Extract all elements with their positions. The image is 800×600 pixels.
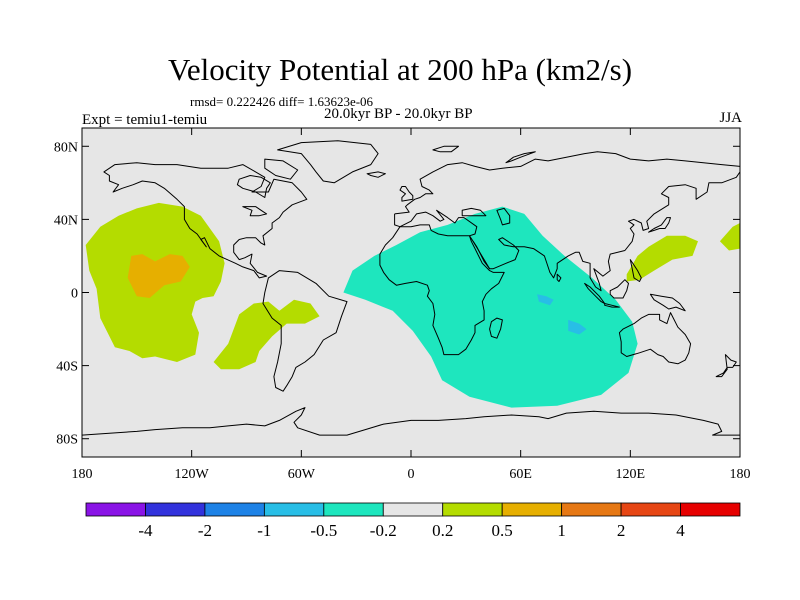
iceland-coast [366,171,386,178]
greenland-coast [277,140,379,184]
new-zealand-coast [715,354,737,378]
japan-coast [648,217,671,233]
season-label: JJA [719,110,742,126]
madagascar-coast [489,317,503,339]
arabia-inner-coast [472,241,490,270]
africa-coast [379,224,505,356]
region-positive-0.5-1-central-pacific [127,254,190,298]
region-negative-1-0.5-north-indian-ocean [537,294,554,306]
period-label: 20.0kyr BP - 20.0kyr BP [324,106,473,122]
borneo-coast [609,279,629,299]
x-tick-label-0: 180 [72,467,93,482]
colorbar-label-9: 4 [676,521,685,540]
y-tick-label-2: 0 [71,287,78,302]
x-tick-label-5: 120E [616,467,646,482]
caspian-sea-coast [496,207,511,226]
colorbar-label-5: 0.2 [432,521,453,540]
y-tick-label-0: 80N [54,140,78,155]
colorbar-label-8: 2 [617,521,626,540]
x-tick-label-6: 180 [730,467,751,482]
philippines-coast [629,259,642,282]
colorbar-box-7 [501,502,563,517]
siberia-north-coast [394,151,741,215]
new-guinea-coast [649,293,686,312]
black-sea-coast [461,207,487,217]
colorbar-label-3: -0.5 [310,521,337,540]
region-negative-1-0.5-south-indian-ocean [568,319,587,335]
sumatra-coast [584,282,606,304]
svalbard-coast [432,145,459,153]
colorbar-box-10 [680,502,741,517]
java-coast [604,303,620,308]
colorbar-box-1 [145,502,206,517]
y-tick-label-3: 40S [56,360,78,375]
colorbar-box-4 [323,502,384,517]
colorbar-box-5 [382,502,444,517]
colorbar-box-9 [620,502,681,517]
baffin-coast [264,158,299,180]
colorbar-box-3 [263,502,325,517]
colorbar-label-2: -1 [257,521,271,540]
region-positive-0.2-0.5-dateline-edge [719,223,740,251]
australia-coast [618,312,692,365]
experiment-label: Expt = temiu1-temiu [82,112,208,128]
colorbar-label-6: 0.5 [492,521,513,540]
colorbar-label-7: 1 [557,521,566,540]
colorbar-box-6 [442,502,503,517]
x-tick-label-1: 120W [175,467,210,482]
region-negative-0.5-0.2-indian-ocean [343,206,638,408]
region-positive-0.2-0.5-south-america [213,299,320,370]
colorbar-box-0 [85,502,146,517]
novaya-zemlya-coast [505,151,536,164]
region-positive-0.2-0.5-west-pacific [626,235,698,282]
y-tick-label-1: 40N [54,213,78,228]
great-lakes-coast [242,206,268,217]
x-tick-label-4: 60E [509,467,532,482]
colorbar-label-4: -0.2 [370,521,397,540]
stats-text: rmsd= 0.222426 diff= 1.63623e-06 [190,94,374,109]
hudson-bay-coast [236,175,271,198]
colorbar-label-0: -4 [138,521,153,540]
colorbar-label-1: -2 [198,521,212,540]
eurasia-coast [394,171,741,292]
chart-title: Velocity Potential at 200 hPa (km2/s) [167,52,633,87]
x-tick-label-3: 0 [408,467,415,482]
great-britain-coast [399,186,414,202]
colorbar-box-8 [561,502,622,517]
north-america-coast [103,162,308,279]
antarctica-coast [81,407,740,436]
y-tick-label-4: 80S [56,433,78,448]
south-america-coast [262,270,348,392]
sri-lanka-coast [556,273,562,282]
x-tick-label-2: 60W [288,467,316,482]
colorbar-box-2 [204,502,265,517]
